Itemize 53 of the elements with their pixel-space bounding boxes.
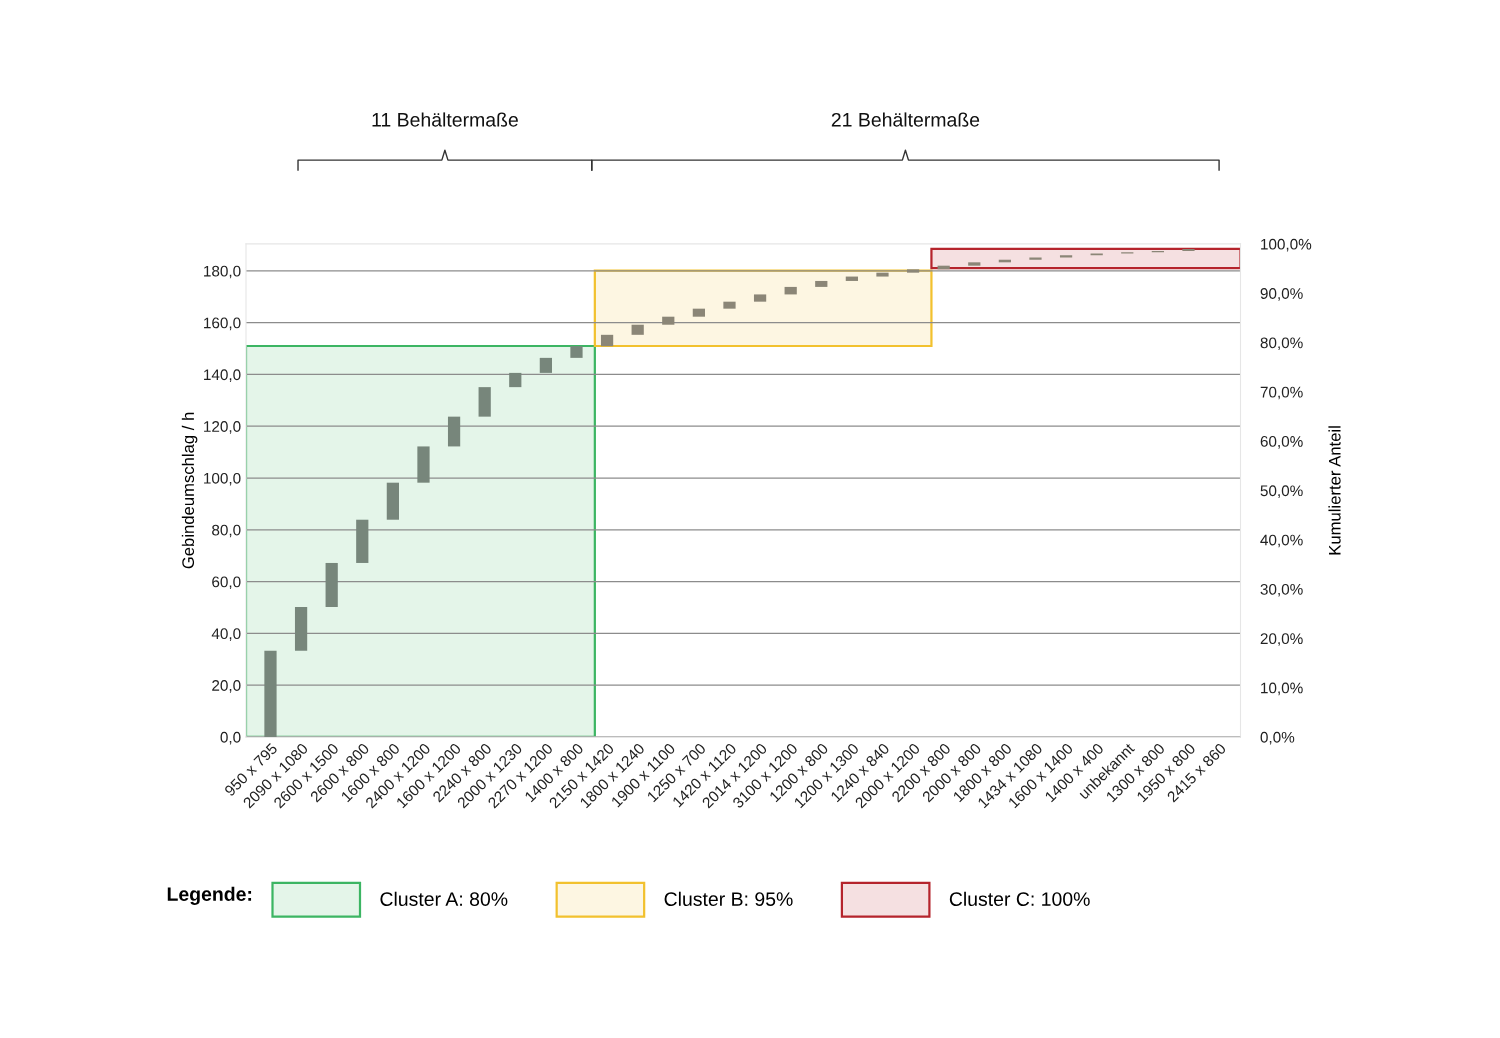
y-tick-label: 100,0 <box>204 472 241 486</box>
y-tick-label: 60,0 <box>212 576 241 590</box>
bar <box>386 482 399 520</box>
y2-tick-label: 10,0% <box>1261 682 1303 696</box>
y2-tick-label: 80,0% <box>1260 337 1303 351</box>
y-axis-title: Gebindeumschlag / h <box>181 412 198 569</box>
bar <box>417 446 430 483</box>
bar <box>600 334 614 347</box>
bar <box>447 416 461 447</box>
y-tick-label: 0,0 <box>220 731 241 745</box>
bar <box>753 294 767 302</box>
y2-tick-label: 0,0% <box>1260 731 1295 745</box>
legend-label: Cluster C: 100% <box>949 891 1090 906</box>
bar <box>325 562 338 607</box>
bar <box>906 269 920 273</box>
bar <box>876 272 889 277</box>
bar <box>570 346 583 358</box>
bar <box>294 606 308 651</box>
bar <box>784 286 797 295</box>
legend-label: Cluster A: 80% <box>380 891 508 906</box>
y-tick-label: 40,0 <box>211 628 241 641</box>
y-tick-label: 140,0 <box>204 369 241 382</box>
bar <box>509 372 522 388</box>
y2-axis-title: Kumulierter Anteil <box>1328 426 1341 555</box>
bar <box>815 280 828 287</box>
bar <box>692 308 705 317</box>
y2-tick-label: 70,0% <box>1260 386 1303 400</box>
bar <box>968 262 981 266</box>
y-tick-label: 120,0 <box>204 421 241 434</box>
text: 21 Behältermaße <box>831 112 980 127</box>
y2-tick-label: 100,0% <box>1261 238 1312 252</box>
legend-title: Legende: <box>167 886 252 905</box>
y2-tick-label: 20,0% <box>1260 633 1303 646</box>
y2-tick-label: 50,0% <box>1260 485 1303 498</box>
y-tick-label: 180,0 <box>204 265 241 279</box>
y2-tick-label: 40,0% <box>1260 534 1303 548</box>
text: 11 Behältermaße <box>372 112 518 127</box>
y-tick-label: 160,0 <box>204 317 241 331</box>
bar <box>1029 257 1042 260</box>
bar <box>478 387 491 417</box>
bar <box>1059 255 1073 258</box>
y2-tick-label: 30,0% <box>1260 583 1303 597</box>
y2-tick-label: 60,0% <box>1260 436 1303 449</box>
y-tick-label: 20,0 <box>212 680 241 693</box>
y-tick-label: 80,0 <box>212 524 241 538</box>
bar <box>662 316 675 325</box>
y2-tick-label: 90,0% <box>1260 288 1303 301</box>
bar <box>264 650 277 737</box>
bar <box>723 301 736 309</box>
bar <box>539 357 552 373</box>
legend-label: Cluster B: 95% <box>664 891 793 906</box>
bar <box>631 324 644 335</box>
bar <box>356 519 369 563</box>
